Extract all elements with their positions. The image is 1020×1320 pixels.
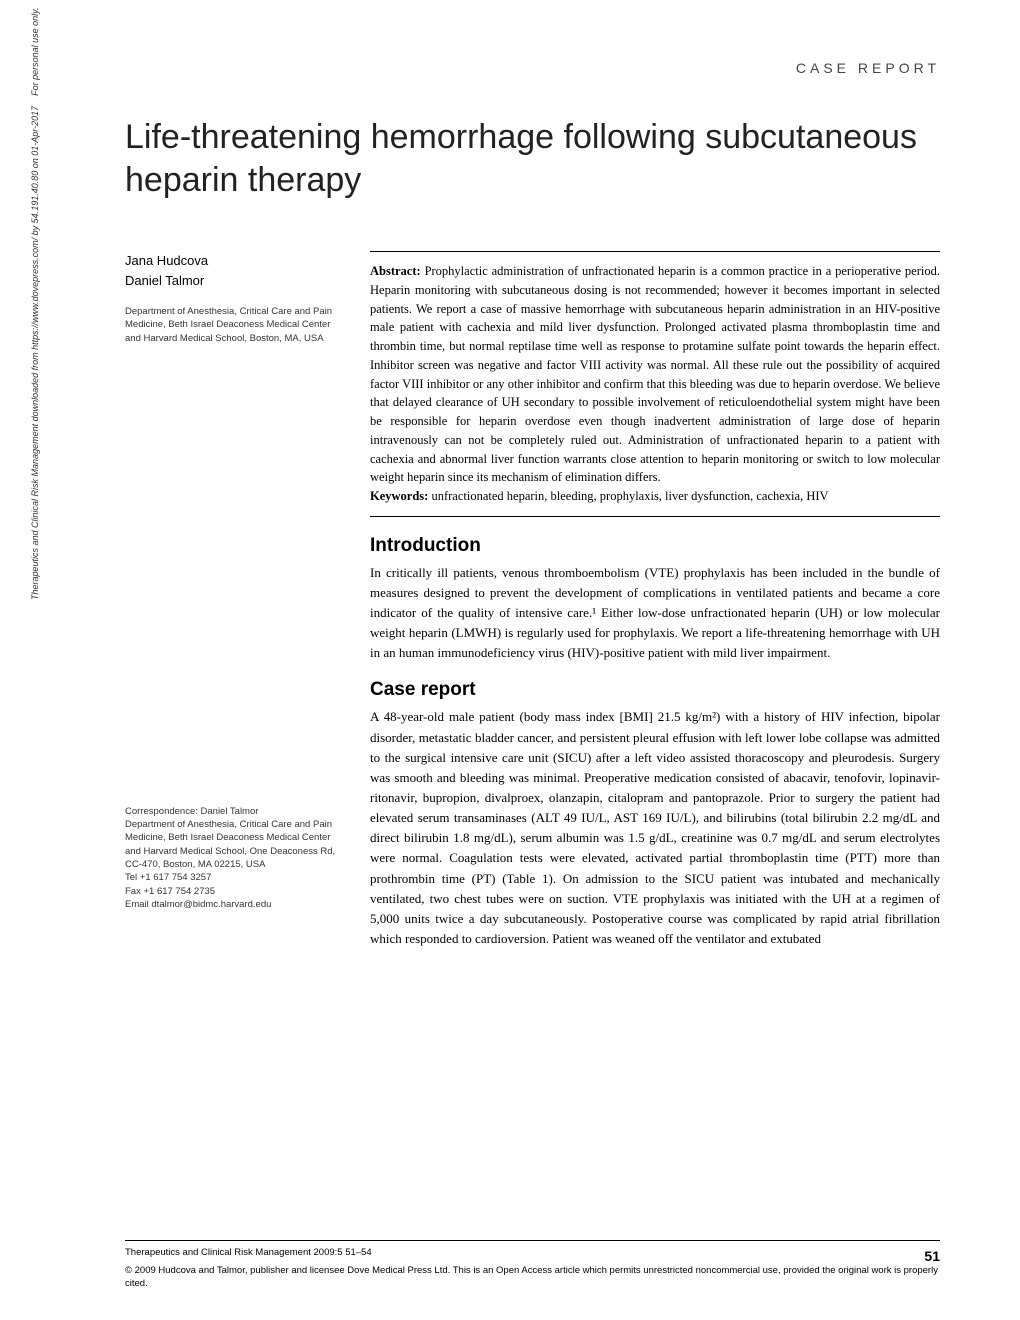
abstract-paragraph: Abstract: Prophylactic administration of…: [370, 262, 940, 487]
content-wrapper: Jana Hudcova Daniel Talmor Department of…: [80, 251, 940, 949]
correspondence-fax: Fax +1 617 754 2735: [125, 885, 340, 898]
authors-block: Jana Hudcova Daniel Talmor: [125, 251, 340, 290]
correspondence-address: Department of Anesthesia, Critical Care …: [125, 818, 340, 871]
keywords-text: unfractionated heparin, bleeding, prophy…: [428, 489, 828, 503]
correspondence-email: Email dtalmor@bidmc.harvard.edu: [125, 898, 340, 911]
introduction-text: In critically ill patients, venous throm…: [370, 563, 940, 664]
correspondence-block: Correspondence: Daniel Talmor Department…: [125, 805, 340, 911]
article-title: Life-threatening hemorrhage following su…: [80, 116, 940, 201]
page-number: 51: [924, 1247, 940, 1265]
left-column: Jana Hudcova Daniel Talmor Department of…: [125, 251, 340, 949]
page-footer: Therapeutics and Clinical Risk Managemen…: [125, 1240, 940, 1290]
article-type-label: CASE REPORT: [80, 60, 940, 76]
journal-reference: Therapeutics and Clinical Risk Managemen…: [125, 1247, 372, 1265]
affiliation: Department of Anesthesia, Critical Care …: [125, 305, 340, 345]
copyright-notice: © 2009 Hudcova and Talmor, publisher and…: [125, 1265, 940, 1290]
keywords-label: Keywords:: [370, 489, 428, 503]
section-heading-case-report: Case report: [370, 679, 940, 701]
author-name: Jana Hudcova: [125, 251, 340, 271]
section-heading-introduction: Introduction: [370, 535, 940, 557]
keywords-paragraph: Keywords: unfractionated heparin, bleedi…: [370, 487, 940, 506]
right-column: Abstract: Prophylactic administration of…: [370, 251, 940, 949]
abstract-label: Abstract:: [370, 264, 421, 278]
footer-row: Therapeutics and Clinical Risk Managemen…: [125, 1247, 940, 1265]
abstract-text: Prophylactic administration of unfractio…: [370, 264, 940, 484]
author-name: Daniel Talmor: [125, 271, 340, 291]
correspondence-label: Correspondence: Daniel Talmor: [125, 805, 340, 818]
case-report-text: A 48-year-old male patient (body mass in…: [370, 707, 940, 949]
abstract-block: Abstract: Prophylactic administration of…: [370, 251, 940, 517]
correspondence-tel: Tel +1 617 754 3257: [125, 871, 340, 884]
download-attribution: Therapeutics and Clinical Risk Managemen…: [30, 8, 40, 601]
